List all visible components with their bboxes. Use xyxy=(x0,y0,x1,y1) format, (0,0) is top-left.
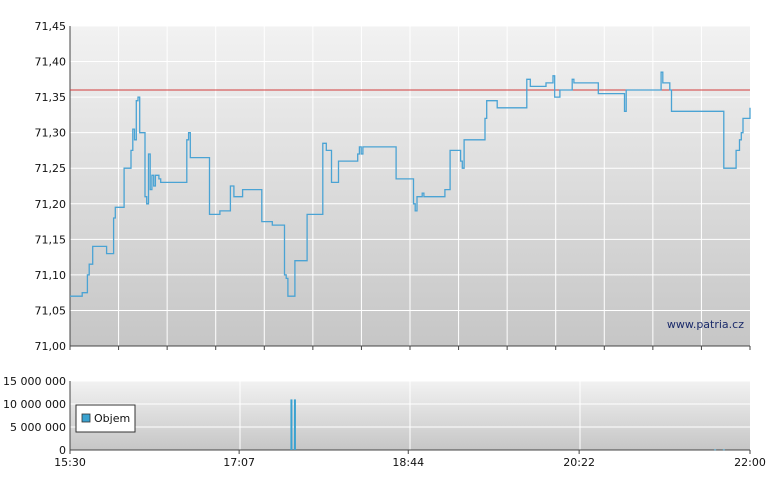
price-y-ticks: 71,00 71,05 71,10 71,15 71,20 71,25 71,30 71,35… xyxy=(35,20,67,353)
x-tick-label: 15:30 xyxy=(54,456,86,469)
volume-bars xyxy=(290,399,725,451)
volume-legend: Objem xyxy=(75,404,136,433)
price-gridlines xyxy=(69,25,750,347)
price-y-tick-label: 71,15 xyxy=(35,233,67,246)
price-y-tick-label: 71,05 xyxy=(35,304,67,317)
volume-y-tick-label: 10 000 000 xyxy=(3,398,66,411)
price-y-tick-label: 71,30 xyxy=(35,127,67,140)
legend-box xyxy=(75,404,136,433)
x-tick-label: 17:07 xyxy=(223,456,255,469)
price-y-tick-label: 71,45 xyxy=(35,20,67,33)
volume-bar xyxy=(722,449,725,451)
legend-label: Objem xyxy=(94,412,130,425)
x-axis-ticks: 15:30 17:07 18:44 20:22 22:00 xyxy=(54,450,766,469)
volume-bar xyxy=(714,449,717,451)
price-series-line xyxy=(70,71,751,297)
price-x-tick-marks xyxy=(69,346,751,350)
volume-y-tick-label: 0 xyxy=(59,444,66,457)
volume-bar xyxy=(290,399,293,450)
price-y-tick-label: 71,00 xyxy=(35,340,67,353)
watermark: www.patria.cz xyxy=(667,318,744,331)
volume-y-ticks: 15 000 000 10 000 000 5 000 000 0 xyxy=(3,375,66,457)
legend-swatch xyxy=(81,413,91,423)
volume-y-tick-label: 15 000 000 xyxy=(3,375,66,388)
volume-y-tick-label: 5 000 000 xyxy=(10,421,66,434)
price-y-tick-label: 71,20 xyxy=(35,198,67,211)
x-tick-label: 18:44 xyxy=(392,456,424,469)
x-tick-label: 22:00 xyxy=(734,456,766,469)
price-y-tick-label: 71,35 xyxy=(35,91,67,104)
price-y-tick-label: 71,10 xyxy=(35,269,67,282)
price-y-tick-label: 71,25 xyxy=(35,162,67,175)
volume-gridlines xyxy=(69,380,750,451)
price-y-tick-label: 71,40 xyxy=(35,56,67,69)
price-panel: 71,00 71,05 71,10 71,15 71,20 71,25 71,30 71,35… xyxy=(35,20,751,353)
x-tick-label: 20:22 xyxy=(563,456,595,469)
volume-panel: 15 000 000 10 000 000 5 000 000 0 15:30 17:0… xyxy=(3,375,766,469)
volume-bar xyxy=(293,399,296,450)
